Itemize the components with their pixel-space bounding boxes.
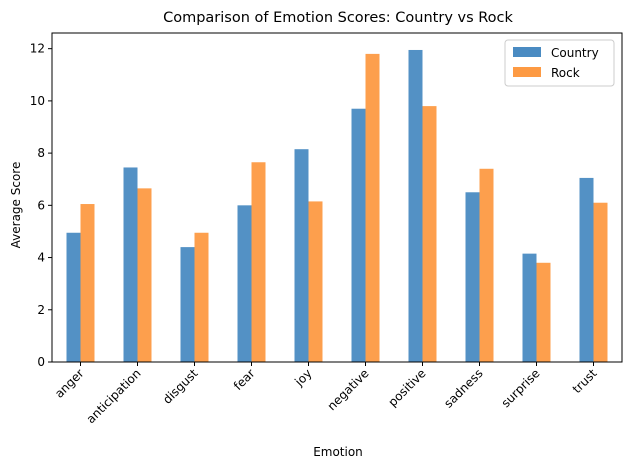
y-axis-label: Average Score [9,162,23,249]
bar-rock-joy [308,201,323,362]
x-tick-label-anger: anger [52,366,87,401]
x-axis-label: Emotion [313,445,363,459]
legend-label-rock: Rock [551,66,580,80]
x-tick-label-surprise: surprise [499,366,543,410]
bar-country-anger [66,232,81,362]
x-tick-label-sadness: sadness [441,366,485,410]
bar-country-anticipation [123,167,138,362]
y-tick-label-2: 2 [37,303,45,317]
y-tick-label-8: 8 [37,146,45,160]
bar-country-disgust [180,247,195,362]
bar-country-joy [294,149,309,362]
bar-rock-negative [365,53,380,363]
chart-title: Comparison of Emotion Scores: Country vs… [163,10,513,26]
bar-country-sadness [465,192,480,362]
x-tick-label-joy: joy [291,366,314,389]
y-tick-label-10: 10 [30,94,45,108]
bar-rock-disgust [194,232,209,362]
legend-label-country: Country [551,46,599,60]
bar-rock-anger [80,204,95,362]
bar-rock-trust [593,202,608,362]
x-tick-label-anticipation: anticipation [84,366,144,426]
x-tick-label-disgust: disgust [160,366,201,407]
y-tick-label-0: 0 [37,355,45,369]
legend-swatch-rock [513,67,541,77]
y-tick-label-12: 12 [30,42,45,56]
bar-rock-fear [251,162,266,362]
bar-country-positive [408,49,423,362]
x-tick-label-negative: negative [325,366,372,413]
y-tick-label-4: 4 [37,251,45,265]
bar-country-trust [579,177,594,362]
bar-rock-anticipation [137,188,152,362]
bar-rock-positive [422,106,437,362]
bar-rock-surprise [536,262,551,362]
y-tick-label-6: 6 [37,198,45,212]
x-tick-label-trust: trust [570,366,600,396]
legend-swatch-country [513,47,541,57]
bar-rock-sadness [479,168,494,362]
x-tick-label-positive: positive [385,366,428,409]
bar-country-fear [237,205,252,362]
x-tick-label-fear: fear [231,366,258,393]
plot-frame [51,32,623,363]
bar-country-surprise [522,253,537,362]
bar-country-negative [351,108,366,362]
